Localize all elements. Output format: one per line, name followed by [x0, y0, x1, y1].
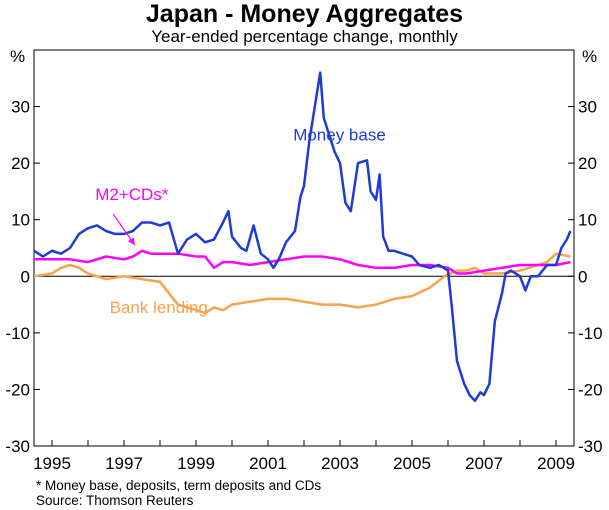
series-line-m2-cds — [34, 249, 571, 275]
x-tick-label: 2009 — [537, 454, 575, 473]
y-tick-label-right: 0 — [578, 267, 587, 286]
y-tick-label-right: -10 — [578, 324, 603, 343]
x-tick-label: 2001 — [249, 454, 287, 473]
chart-subtitle: Year-ended percentage change, monthly — [151, 27, 458, 46]
y-tick-label-right: 20 — [578, 154, 597, 173]
plot-frame — [33, 49, 575, 447]
y-tick-label-left: -20 — [5, 380, 30, 399]
annotation-m2-cds: M2+CDs* — [95, 185, 169, 204]
y-tick-label-right: -30 — [578, 437, 603, 456]
x-tick-label: 1997 — [105, 454, 143, 473]
series-line-money-base — [33, 71, 572, 402]
annotation-arrow-head — [127, 237, 135, 246]
source-note: Source: Thomson Reuters — [36, 493, 194, 508]
y-tick-label-right: 10 — [578, 211, 597, 230]
y-tick-label-right: 30 — [578, 98, 597, 117]
x-tick-label: 2003 — [321, 454, 359, 473]
y-tick-label-left: 30 — [11, 98, 30, 117]
x-tick-label: 2007 — [465, 454, 503, 473]
x-tick-label: 1995 — [33, 454, 71, 473]
y-tick-label-left: 10 — [11, 211, 30, 230]
x-tick-label: 2005 — [393, 454, 431, 473]
chart-title: Japan - Money Aggregates — [145, 0, 464, 28]
y-tick-label-left: 20 — [11, 154, 30, 173]
y-tick-label-right: -20 — [578, 380, 603, 399]
annotation-bank-lending: Bank lending — [110, 298, 208, 317]
x-tick-label: 1999 — [177, 454, 215, 473]
footnote: * Money base, deposits, term deposits an… — [36, 478, 322, 493]
y-tick-label-left: -30 — [5, 437, 30, 456]
y-unit-left: % — [10, 47, 25, 66]
y-unit-right: % — [582, 47, 597, 66]
annotation-money-base: Money base — [293, 126, 386, 145]
y-tick-label-left: -10 — [5, 324, 30, 343]
y-tick-label-left: 0 — [21, 267, 30, 286]
